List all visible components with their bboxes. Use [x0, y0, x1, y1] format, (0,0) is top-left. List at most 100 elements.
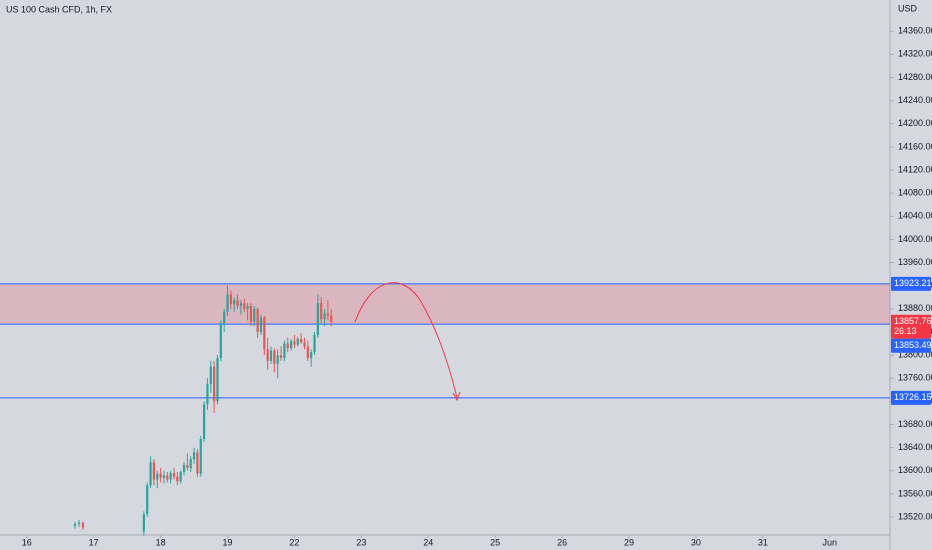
- candle-body: [199, 438, 202, 474]
- y-tick-label: 13600.00: [898, 465, 932, 475]
- candle-body: [236, 300, 239, 306]
- y-tick-label: 13800.00: [898, 349, 932, 359]
- candle-body: [243, 303, 246, 309]
- x-tick-label: 18: [156, 537, 166, 547]
- x-tick-label: 23: [356, 537, 366, 547]
- candle-body: [266, 349, 269, 361]
- candle-body: [229, 294, 232, 305]
- y-tick-label: 14080.00: [898, 188, 932, 198]
- candle-body: [249, 305, 253, 322]
- support-label: 13726.15: [894, 392, 932, 402]
- candle-body: [196, 452, 199, 474]
- x-tick-label: 29: [624, 537, 634, 547]
- candle-body: [209, 366, 212, 385]
- candle-body: [186, 465, 189, 468]
- candle-body: [233, 300, 236, 305]
- support-label-box: [891, 390, 931, 405]
- candle-body: [263, 317, 266, 350]
- y-tick-label: 14160.00: [898, 141, 932, 151]
- candle-body: [146, 485, 149, 515]
- candle-body: [320, 303, 323, 320]
- y-tick-label: 13680.00: [898, 419, 932, 429]
- y-tick-label: 13760.00: [898, 373, 932, 383]
- candle-body: [276, 355, 279, 364]
- candle-body: [303, 342, 306, 347]
- candle-body: [162, 475, 166, 478]
- x-tick-label: 25: [490, 537, 500, 547]
- y-tick-label: 14120.00: [898, 164, 932, 174]
- candle-body: [326, 313, 329, 316]
- candle-body: [149, 462, 152, 486]
- x-tick-label: 26: [557, 537, 567, 547]
- x-tick-label: 30: [691, 537, 701, 547]
- candle-body: [323, 313, 326, 320]
- zone-low-label-box: [891, 338, 931, 353]
- candle-body: [169, 473, 172, 480]
- x-tick-label: 17: [89, 537, 99, 547]
- zone-high-label: 13923.21: [894, 278, 932, 288]
- candle-body: [246, 305, 249, 309]
- candle-body: [300, 338, 303, 343]
- y-tick-label: 14000.00: [898, 234, 932, 244]
- last-price-box: [891, 314, 931, 339]
- x-tick-label: 19: [223, 537, 233, 547]
- candle-body: [253, 308, 256, 322]
- resistance-zone: [0, 283, 890, 325]
- candle-body: [156, 473, 159, 480]
- candle-body: [289, 341, 293, 349]
- candle-body: [152, 462, 156, 480]
- x-tick-label: 31: [758, 537, 768, 547]
- last-price-label: 13857.76: [894, 316, 932, 326]
- y-tick-label: 14200.00: [898, 118, 932, 128]
- candle-body: [293, 341, 296, 345]
- y-tick-label: 14360.00: [898, 26, 932, 36]
- y-tick-label: 13560.00: [898, 488, 932, 498]
- currency-label: USD: [898, 3, 918, 13]
- candle-body: [172, 473, 176, 477]
- zone-low-label: 13853.49: [894, 340, 932, 350]
- y-tick-label: 13520.00: [898, 511, 932, 521]
- candle-body: [226, 294, 229, 312]
- candle-body: [192, 452, 196, 460]
- candle-body: [306, 346, 309, 359]
- candle-body: [189, 459, 192, 468]
- x-tick-label: 24: [423, 537, 433, 547]
- x-tick-label: 22: [289, 537, 299, 547]
- candle-body: [296, 338, 299, 345]
- candle-body: [142, 514, 145, 532]
- y-tick-label: 13880.00: [898, 303, 932, 313]
- candle-body: [310, 352, 313, 359]
- arrow-head: [452, 391, 461, 402]
- candle-body: [77, 522, 81, 525]
- candle-body: [81, 522, 85, 528]
- candle-body: [330, 315, 333, 322]
- candle-body: [216, 358, 219, 402]
- x-tick-label: Jun: [823, 537, 838, 547]
- candle-body: [223, 311, 226, 324]
- candle-body: [273, 350, 276, 364]
- y-tick-label: 14280.00: [898, 72, 932, 82]
- y-tick-label: 13640.00: [898, 442, 932, 452]
- y-tick-label: 14320.00: [898, 49, 932, 59]
- x-tick-label: 16: [22, 537, 32, 547]
- candle-body: [256, 308, 259, 332]
- candle-body: [269, 350, 273, 361]
- candle-body: [283, 343, 286, 359]
- countdown-label: 26:13: [894, 326, 917, 336]
- candle-body: [219, 323, 222, 359]
- candle-body: [213, 366, 216, 402]
- y-tick-label: 13960.00: [898, 257, 932, 267]
- candle-body: [286, 343, 289, 349]
- y-tick-label: 14040.00: [898, 211, 932, 221]
- candle-body: [202, 404, 206, 439]
- y-tick-label: 14240.00: [898, 95, 932, 105]
- chart-title: US 100 Cash CFD, 1h, FX: [6, 4, 112, 14]
- candle-body: [239, 303, 243, 306]
- candle-body: [279, 355, 283, 359]
- candle-body: [182, 465, 186, 472]
- candle-body: [166, 475, 169, 480]
- candle-body: [176, 476, 179, 482]
